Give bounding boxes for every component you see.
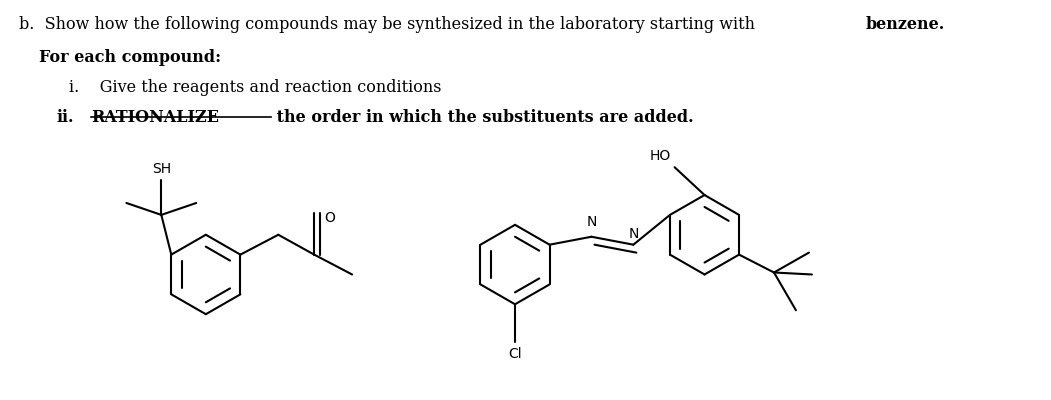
Text: b.  Show how the following compounds may be synthesized in the laboratory starti: b. Show how the following compounds may … [19,16,761,33]
Text: RATIONALIZE: RATIONALIZE [91,109,220,126]
Text: For each compound:: For each compound: [39,49,222,66]
Text: Cl: Cl [509,347,522,361]
Text: the order in which the substituents are added.: the order in which the substituents are … [271,109,694,126]
Text: O: O [324,211,335,225]
Text: N: N [628,227,639,241]
Text: benzene.: benzene. [866,16,945,33]
Text: SH: SH [151,162,171,176]
Text: N: N [586,215,597,229]
Text: ii.: ii. [57,109,74,126]
Text: HO: HO [650,149,671,163]
Text: i.    Give the reagents and reaction conditions: i. Give the reagents and reaction condit… [69,79,441,96]
